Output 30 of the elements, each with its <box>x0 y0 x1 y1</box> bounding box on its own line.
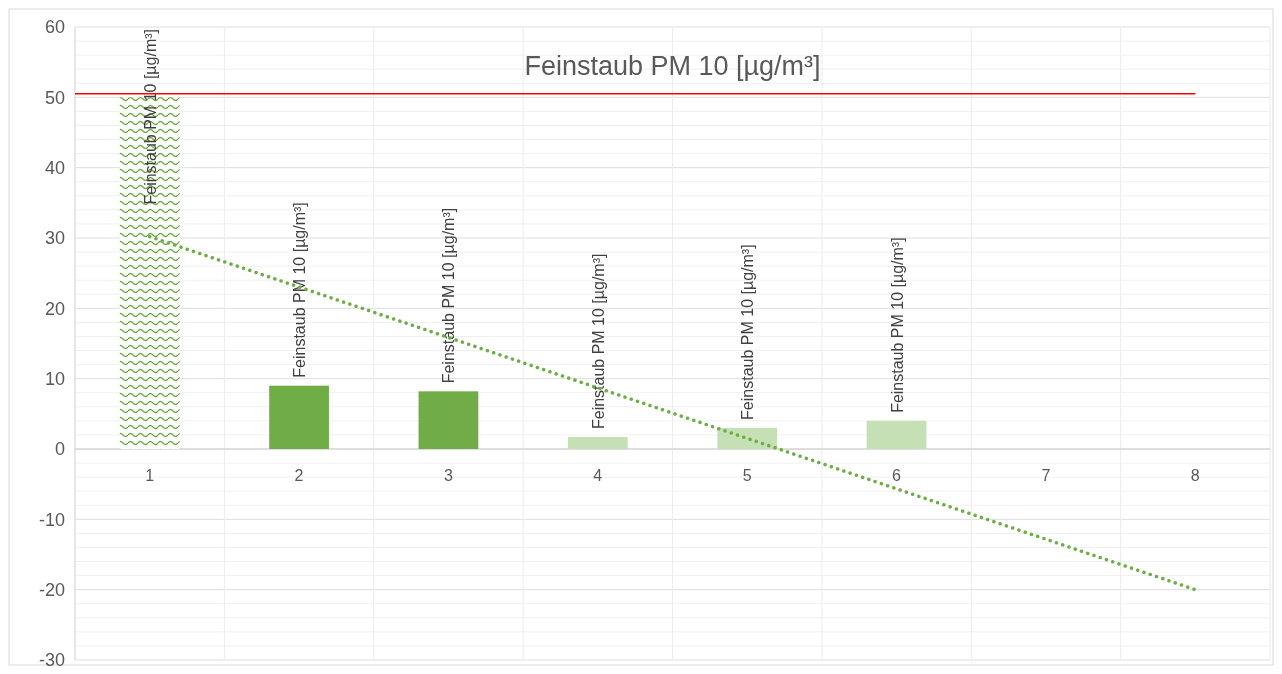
text: Feinstaub PM 10 [µg/m³] <box>524 51 821 81</box>
x-tick-label: 2 <box>294 467 304 484</box>
y-tick-label: 20 <box>44 298 65 319</box>
data-label: Feinstaub PM 10 [µg/m³] <box>739 244 757 420</box>
y-tick-label: -30 <box>38 650 65 671</box>
x-tick-label: 6 <box>892 467 902 484</box>
bar <box>866 420 927 449</box>
x-tick-label: 1 <box>145 467 155 484</box>
bar <box>269 385 329 449</box>
bar <box>717 427 778 449</box>
y-tick-label: 50 <box>44 87 65 108</box>
x-tick-label: 5 <box>742 467 752 484</box>
y-tick-label: 10 <box>44 368 65 389</box>
bar <box>567 437 628 449</box>
y-tick-label: 30 <box>44 228 65 249</box>
y-tick-label: -10 <box>38 509 65 530</box>
data-label: Feinstaub PM 10 [µg/m³] <box>888 237 906 413</box>
x-tick-label: 4 <box>593 467 603 484</box>
bar <box>418 391 479 449</box>
x-tick-label: 7 <box>1041 467 1051 484</box>
y-tick-label: -20 <box>38 579 65 600</box>
data-label: Feinstaub PM 10 [µg/m³] <box>589 253 607 430</box>
y-tick-label: 60 <box>44 17 65 38</box>
x-tick-label: 3 <box>443 467 453 484</box>
y-tick-label: 0 <box>54 439 65 460</box>
data-label: Feinstaub PM 10 [µg/m³] <box>141 29 159 205</box>
x-tick-label: 8 <box>1190 467 1200 484</box>
y-tick-label: 40 <box>44 157 65 178</box>
data-label: Feinstaub PM 10 [µg/m³] <box>291 202 309 378</box>
data-label: Feinstaub PM 10 [µg/m³] <box>440 207 458 384</box>
